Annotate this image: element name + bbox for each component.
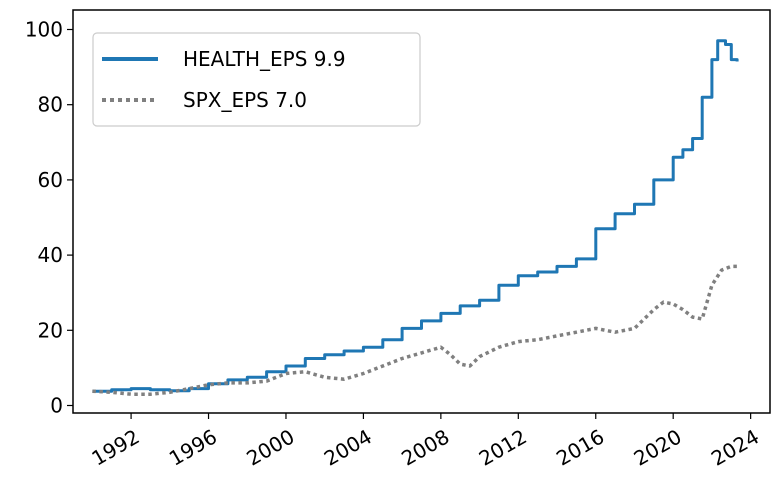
legend: HEALTH_EPS 9.9 SPX_EPS 7.0: [92, 32, 421, 127]
legend-label-spx: SPX_EPS 7.0: [183, 88, 307, 112]
x-tick-label: 1992: [87, 424, 143, 470]
y-tick-label: 40: [38, 243, 63, 267]
series-line-health-eps: [92, 39, 739, 393]
plot-frame: [72, 9, 771, 414]
x-tick-label: 2004: [320, 424, 376, 470]
x-tick-label: 2024: [707, 424, 763, 470]
x-tick-label: 1996: [165, 424, 221, 470]
plot-area-border: [72, 9, 771, 414]
x-tick-label: 2020: [630, 424, 686, 470]
y-tick-label: 0: [50, 394, 63, 418]
x-tick-label: 2016: [552, 424, 608, 470]
series-line-spx-eps: [92, 264, 738, 396]
x-tick-label: 2008: [397, 424, 453, 470]
x-tick-label: 2000: [242, 424, 298, 470]
y-tick-label: 20: [38, 318, 63, 342]
y-tick-label: 100: [25, 18, 63, 42]
legend-box: [92, 32, 421, 127]
y-tick-label: 60: [38, 168, 63, 192]
x-tick-label: 2012: [475, 424, 531, 470]
legend-label-health: HEALTH_EPS 9.9: [183, 47, 346, 71]
series-layer: [92, 39, 739, 396]
y-tick-label: 80: [38, 93, 63, 117]
